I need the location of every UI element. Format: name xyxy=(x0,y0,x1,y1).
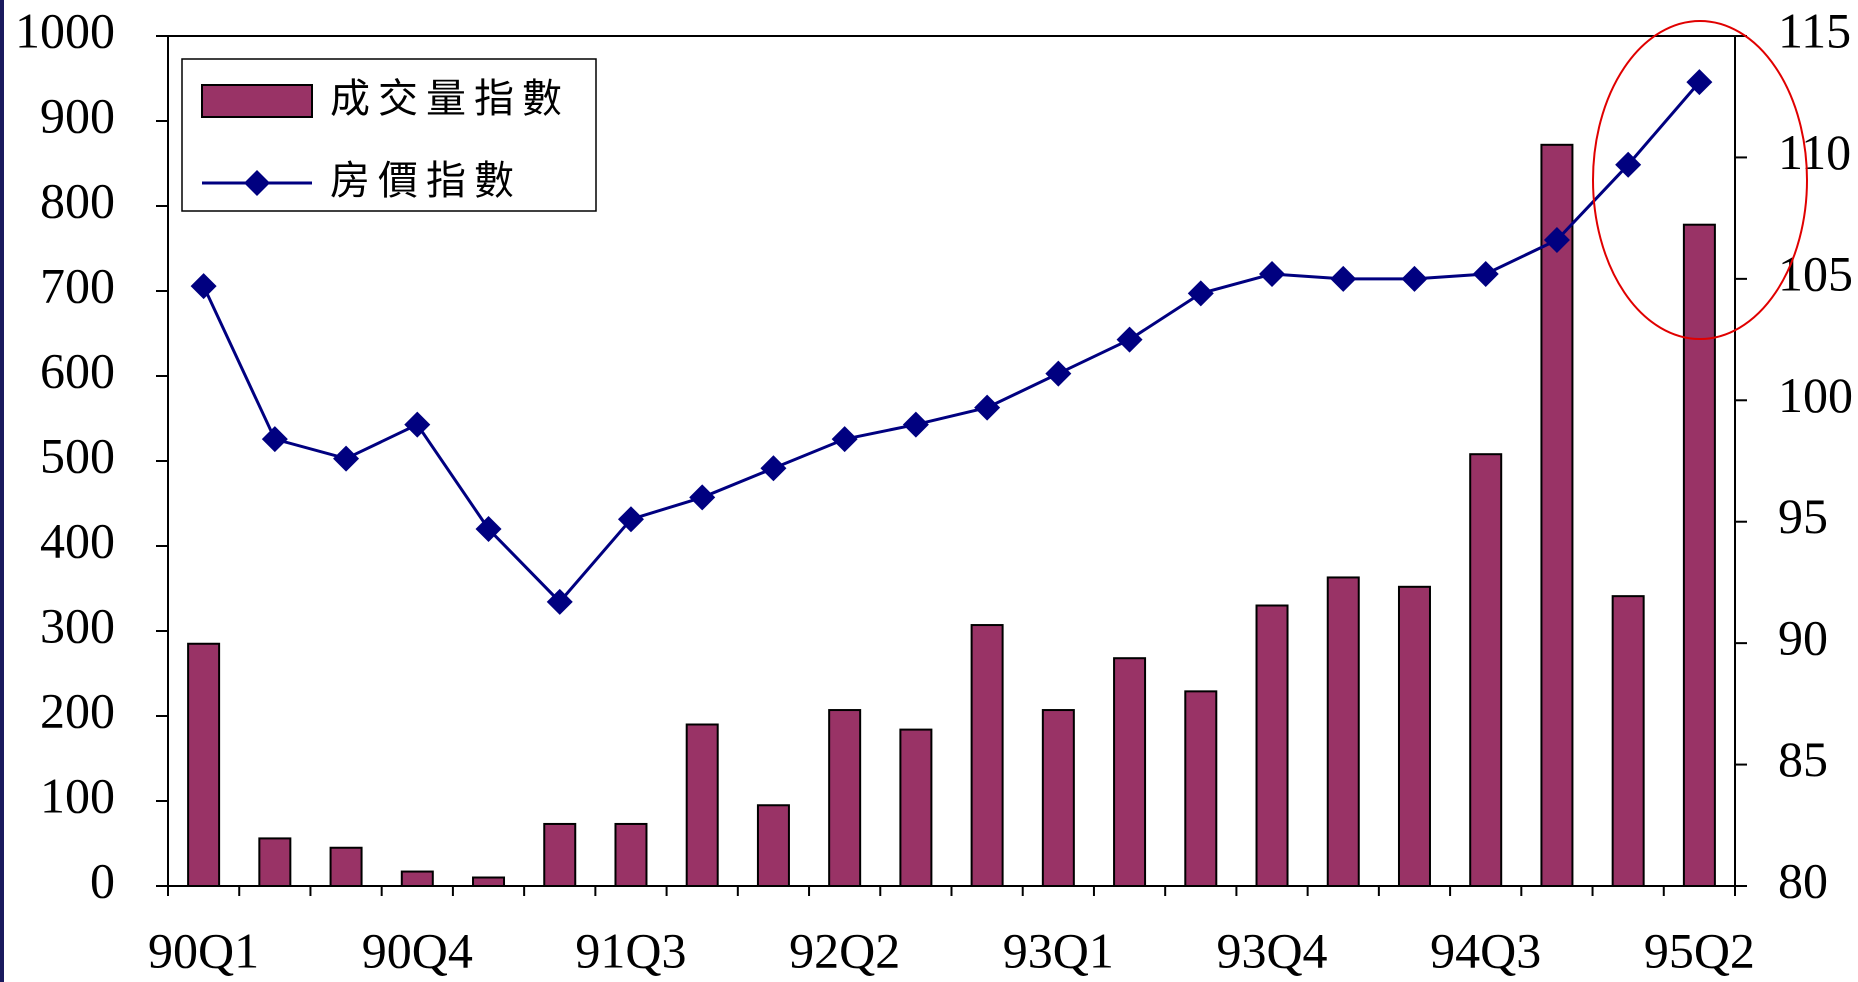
line-marker xyxy=(1401,265,1428,292)
bar xyxy=(258,837,292,888)
line-marker xyxy=(546,588,573,615)
line-marker xyxy=(1259,261,1286,287)
y-tick-label: 800 xyxy=(40,172,115,228)
y2-tick-label: 100 xyxy=(1778,367,1853,423)
line-marker xyxy=(1187,280,1214,307)
y-tick-label: 0 xyxy=(90,852,115,908)
x-tick-label: 91Q3 xyxy=(575,922,686,978)
x-tick-label: 90Q4 xyxy=(362,922,473,978)
bar xyxy=(970,624,1004,887)
line-marker xyxy=(1330,265,1357,292)
line-marker xyxy=(190,273,217,300)
bar xyxy=(756,804,790,887)
line-marker xyxy=(689,484,716,511)
y-tick-label: 700 xyxy=(40,257,115,313)
line-marker xyxy=(831,426,858,453)
y-tick-label: 900 xyxy=(40,87,115,143)
y2-tick-label: 95 xyxy=(1778,488,1828,544)
line-marker xyxy=(760,455,787,482)
x-tick-label: 94Q3 xyxy=(1430,922,1541,978)
bar xyxy=(1255,604,1289,887)
line-marker xyxy=(261,426,288,453)
x-tick-label: 93Q1 xyxy=(1003,922,1114,978)
x-tick-label: 93Q4 xyxy=(1216,922,1327,978)
left-border xyxy=(0,0,4,982)
line-marker xyxy=(333,445,360,472)
line-marker xyxy=(1543,227,1570,253)
line-marker xyxy=(475,516,502,542)
y-tick-label: 1000 xyxy=(15,2,115,58)
legend-label: 成交量指數 xyxy=(330,76,570,121)
x-tick-label: 92Q2 xyxy=(789,922,900,978)
y-tick-label: 100 xyxy=(40,767,115,823)
y2-tick-label: 115 xyxy=(1778,2,1851,58)
bar xyxy=(1113,657,1147,888)
bar xyxy=(685,723,719,887)
y2-tick-label: 90 xyxy=(1778,610,1828,666)
line-marker xyxy=(974,394,1001,421)
bar xyxy=(1611,595,1645,888)
legend-marker xyxy=(244,170,270,196)
x-tick-label: 90Q1 xyxy=(148,922,259,978)
y-tick-label: 600 xyxy=(40,342,115,398)
line xyxy=(202,81,1701,605)
y2-tick-label: 110 xyxy=(1778,124,1851,180)
line-marker xyxy=(1045,360,1072,387)
bar xyxy=(614,822,648,888)
y-tick-label: 400 xyxy=(40,512,115,568)
bar xyxy=(400,870,434,887)
y2-tick-label: 80 xyxy=(1778,852,1828,908)
y-tick-label: 300 xyxy=(40,597,115,653)
bar xyxy=(1041,709,1075,887)
bar xyxy=(828,709,862,887)
line-marker xyxy=(1472,261,1499,287)
line-marker xyxy=(1615,151,1642,178)
bar xyxy=(1397,585,1431,887)
y-tick-label: 200 xyxy=(40,682,115,738)
line-marker xyxy=(617,506,644,533)
legend-swatch xyxy=(201,84,313,118)
bar xyxy=(1184,690,1218,887)
bar xyxy=(329,846,363,887)
line-marker xyxy=(1116,326,1143,353)
bar xyxy=(1540,143,1574,888)
bar xyxy=(1469,453,1503,887)
highlight-ellipse xyxy=(1592,20,1808,340)
bar xyxy=(1326,576,1360,887)
bar xyxy=(472,876,506,887)
line-marker xyxy=(404,411,431,438)
bar xyxy=(543,822,577,888)
line-marker xyxy=(1686,69,1713,96)
x-tick-label: 95Q2 xyxy=(1644,922,1755,978)
line-marker xyxy=(902,411,929,438)
bar xyxy=(899,728,933,887)
bar xyxy=(1682,223,1716,887)
y2-tick-label: 85 xyxy=(1778,731,1828,787)
y-tick-label: 500 xyxy=(40,427,115,483)
legend-label: 房價指數 xyxy=(330,158,522,203)
y2-tick-label: 105 xyxy=(1778,245,1853,301)
bar xyxy=(187,642,221,887)
